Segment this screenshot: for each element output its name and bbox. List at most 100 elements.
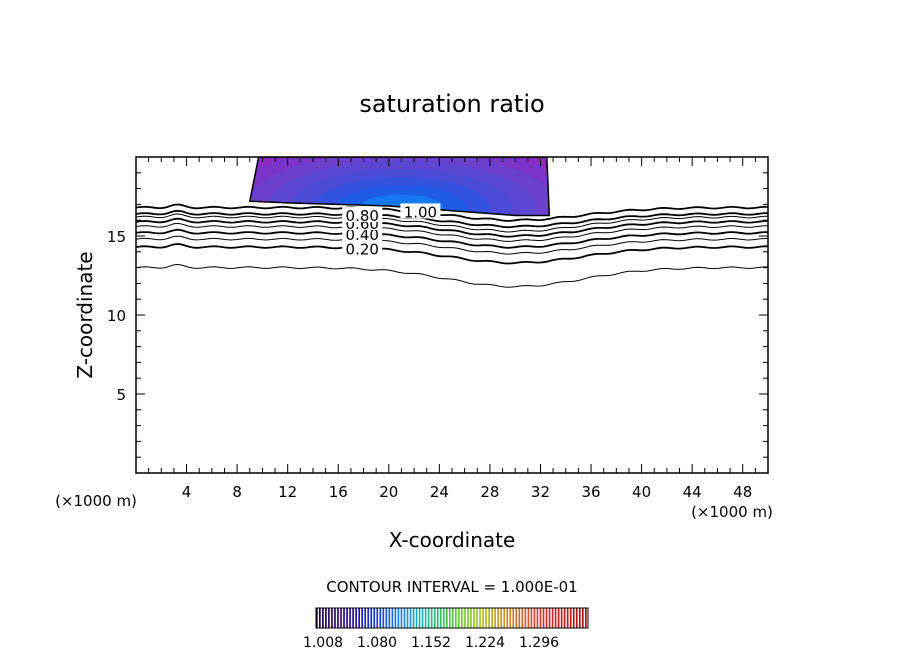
y-tick-label-10: 10 — [107, 307, 126, 325]
y-tick-labels: 5 10 15 — [107, 228, 126, 404]
colorbar-stripe-44 — [448, 608, 451, 628]
contour-label-bg-1.00 — [400, 203, 441, 219]
colorbar-stripe-56 — [485, 608, 487, 628]
colorbar-stripe-81 — [560, 608, 563, 628]
colorbar-stripe-31 — [409, 608, 412, 628]
x-tick-label-8: 8 — [232, 483, 242, 501]
colorbar-stripe-66 — [515, 608, 518, 628]
x-tick-label-48: 48 — [733, 483, 752, 501]
colorbar-stripe-4 — [328, 608, 330, 628]
colorbar-stripe-22 — [382, 608, 385, 628]
colorbar-stripe-37 — [427, 608, 430, 628]
x-tick-label-32: 32 — [531, 483, 550, 501]
colorbar-stripe-23 — [385, 608, 388, 628]
contour-interval-text: CONTOUR INTERVAL = 1.000E-01 — [326, 578, 577, 596]
contour-line-0.40 — [136, 228, 768, 249]
colorbar-stripe-61 — [500, 608, 503, 628]
colorbar-stripe-51 — [470, 608, 472, 628]
y-tick-label-15: 15 — [107, 228, 126, 246]
colorbar-stripe-85 — [572, 608, 575, 628]
colorbar-stripe-35 — [421, 608, 424, 628]
colorbar-stripe-3 — [325, 608, 327, 628]
colorbar-stripe-87 — [578, 608, 581, 628]
x-tick-labels: 4 8 12 16 20 24 28 32 36 40 44 48 — [182, 483, 752, 501]
colorbar-stripe-34 — [418, 608, 421, 628]
colorbar-stripe-11 — [349, 608, 351, 628]
colorbar-stripe-19 — [373, 608, 376, 628]
colorbar-stripe-21 — [379, 608, 382, 628]
colorbar-label-2: 1.152 — [411, 635, 451, 651]
colorbar-stripe-78 — [551, 608, 554, 628]
contour-line-unlabeled-2 — [136, 222, 768, 242]
colorbar-stripe-53 — [476, 608, 478, 628]
colorbar-stripe-32 — [412, 608, 415, 628]
colorbar-stripe-75 — [542, 608, 545, 628]
colorbar-stripe-83 — [566, 608, 569, 628]
contour-line-1.00 — [136, 203, 768, 222]
contour-line-unlabeled-0 — [136, 263, 768, 288]
colorbar-stripe-36 — [424, 608, 427, 628]
colorbar-stripe-27 — [397, 608, 400, 628]
x-tick-label-24: 24 — [430, 483, 449, 501]
colorbar-stripe-15 — [361, 608, 363, 628]
colorbar-stripe-9 — [343, 608, 345, 628]
colorbar-stripe-55 — [482, 608, 484, 628]
colorbar-stripe-48 — [461, 608, 463, 628]
shaded-outline — [248, 157, 551, 217]
contour-lines — [136, 203, 768, 288]
colorbar-stripe-65 — [512, 608, 515, 628]
colorbar-label-3: 1.224 — [465, 635, 505, 651]
x-tick-label-44: 44 — [683, 483, 702, 501]
colorbar-stripe-33 — [415, 608, 418, 628]
x-axis-label: X-coordinate — [389, 528, 516, 552]
x-tick-label-28: 28 — [480, 483, 499, 501]
contour-label-bg-0.80 — [342, 207, 383, 223]
colorbar-stripe-45 — [452, 608, 454, 628]
colorbar-stripe-73 — [536, 608, 539, 628]
x-tick-label-4: 4 — [182, 483, 192, 501]
colorbar-stripe-1 — [319, 608, 321, 628]
colorbar-stripe-17 — [367, 608, 370, 628]
y-tick-label-5: 5 — [116, 386, 126, 404]
colorbar-stripe-39 — [433, 608, 436, 628]
colorbar-stripe-62 — [503, 608, 506, 628]
colorbar-stripe-20 — [376, 608, 379, 628]
colorbar-stripe-43 — [445, 608, 448, 628]
contour-line-unlabeled-1 — [136, 235, 768, 255]
contour-line-0.60 — [136, 217, 768, 238]
colorbar-stripe-71 — [530, 608, 533, 628]
colorbar-stripe-86 — [575, 608, 578, 628]
x-unit-left: (×1000 m) — [55, 492, 137, 510]
colorbar-stripe-67 — [518, 608, 521, 628]
colorbar-stripe-50 — [467, 608, 469, 628]
colorbar-stripe-58 — [491, 608, 493, 628]
colorbar-labels: 1.008 1.080 1.152 1.224 1.296 — [303, 635, 559, 651]
colorbar-stripe-60 — [497, 608, 499, 628]
shaded-region — [136, 157, 768, 473]
colorbar — [316, 608, 587, 628]
colorbar-stripe-79 — [554, 608, 557, 628]
colorbar-stripe-14 — [358, 608, 360, 628]
colorbar-stripe-82 — [563, 608, 566, 628]
colorbar-stripe-47 — [458, 608, 460, 628]
colorbar-stripe-76 — [545, 608, 548, 628]
colorbar-stripe-24 — [388, 608, 391, 628]
colorbar-stripe-0 — [316, 608, 318, 628]
colorbar-stripe-63 — [506, 608, 509, 628]
colorbar-frame — [315, 607, 589, 629]
colorbar-stripe-30 — [406, 608, 409, 628]
colorbar-stripe-38 — [430, 608, 433, 628]
colorbar-stripe-6 — [334, 608, 336, 628]
colorbar-stripe-10 — [346, 608, 348, 628]
colorbar-stripe-12 — [352, 608, 354, 628]
colorbar-stripe-80 — [557, 608, 560, 628]
colorbar-stripe-84 — [569, 608, 572, 628]
x-unit-right: (×1000 m) — [691, 503, 773, 521]
contour-label-0.80: 0.80 — [346, 207, 379, 225]
colorbar-stripe-41 — [439, 608, 442, 628]
colorbar-stripe-70 — [527, 608, 530, 628]
contour-line-0.20 — [136, 243, 768, 265]
x-tick-label-12: 12 — [278, 483, 297, 501]
colorbar-stripe-7 — [337, 608, 339, 628]
colorbar-stripe-16 — [364, 608, 367, 628]
